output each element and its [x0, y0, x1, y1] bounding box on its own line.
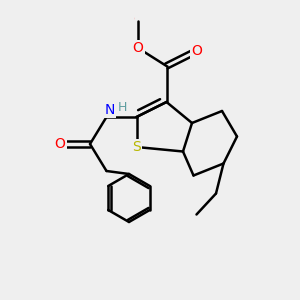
Text: H: H — [117, 100, 127, 114]
Text: N: N — [104, 103, 115, 116]
Text: O: O — [133, 41, 143, 55]
Text: S: S — [132, 140, 141, 154]
Text: O: O — [191, 44, 202, 58]
Text: O: O — [55, 137, 65, 151]
Text: O: O — [124, 13, 134, 26]
